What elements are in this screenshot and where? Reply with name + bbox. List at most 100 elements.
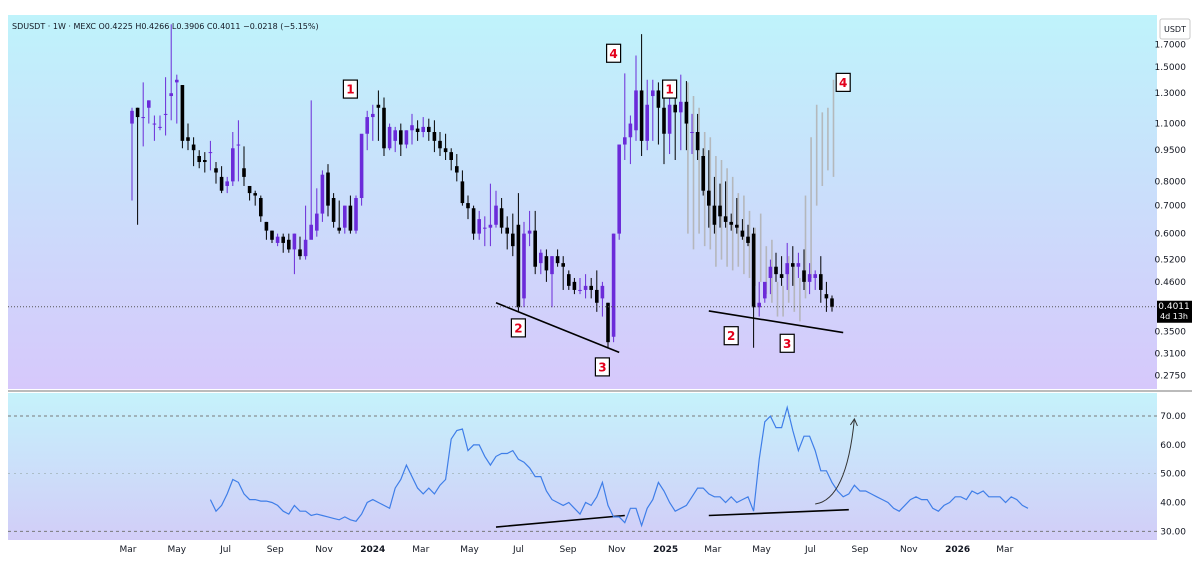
candle-body	[505, 227, 509, 234]
candle-body	[432, 132, 437, 141]
wave-label-box	[605, 43, 622, 63]
candle-body	[253, 193, 257, 196]
candle-body	[371, 113, 375, 118]
candle-body	[393, 130, 397, 141]
candle-body	[667, 104, 672, 134]
candle-body	[684, 101, 689, 124]
candle-body	[723, 216, 728, 222]
time-tick-label: Sep	[267, 545, 284, 555]
wave-label-text: 3	[598, 360, 606, 374]
candle-body	[768, 266, 773, 278]
candle-body	[343, 205, 347, 228]
candle-body	[651, 90, 655, 97]
candle-body	[572, 281, 577, 290]
time-tick-label: Jul	[804, 545, 816, 555]
symbol-header: SDUSDT · 1W · MEXC O0.4225 H0.4266 L0.39…	[12, 22, 319, 31]
time-tick-label: Sep	[560, 545, 577, 555]
rsi-projection-arrow	[815, 418, 855, 505]
candle-body	[774, 266, 778, 275]
price-tick-label: 1.7000	[1155, 41, 1187, 51]
rsi-pane-background[interactable]	[8, 393, 1157, 540]
last-price-label: 0.4011 4d 13h	[8, 300, 1192, 323]
candle-body	[791, 263, 795, 267]
candle-body	[751, 233, 756, 308]
candle-body	[163, 113, 168, 115]
candle-body	[421, 126, 425, 133]
candle-body	[533, 230, 537, 267]
price-axis[interactable]	[1157, 15, 1192, 389]
candle-body	[561, 263, 565, 267]
candle-body	[225, 181, 229, 186]
candle-body	[746, 236, 750, 243]
candle-body	[662, 107, 666, 134]
ohlc-values: O0.4225 H0.4266 L0.3906 C0.4011 −0.0218 …	[99, 22, 319, 31]
candle-body	[707, 190, 711, 206]
candle-body	[180, 85, 185, 141]
price-tick-label: 0.3500	[1155, 327, 1187, 337]
candle-body	[606, 302, 610, 343]
time-tick-label: 2026	[945, 545, 970, 555]
candle-body	[595, 289, 599, 303]
candles	[130, 24, 834, 348]
last-price-value: 0.4011	[1158, 302, 1190, 312]
candle-body	[135, 107, 140, 118]
candle-body	[197, 156, 201, 163]
candle-body	[477, 219, 481, 234]
candle-body	[695, 132, 700, 151]
candle-body	[410, 125, 414, 131]
wave-label-text: 2	[727, 329, 735, 343]
wave-label-text: 4	[839, 76, 847, 90]
time-tick-label: Jul	[219, 545, 231, 555]
candle-body	[292, 233, 297, 250]
time-tick-label: May	[752, 545, 771, 555]
candle-body	[427, 126, 431, 133]
candle-body	[796, 263, 801, 267]
candle-body	[259, 198, 263, 217]
candle-body	[147, 100, 151, 108]
candle-body	[455, 166, 459, 173]
candle-body	[231, 148, 235, 182]
price-pane-background[interactable]	[8, 15, 1157, 389]
rsi-trendline	[708, 508, 849, 517]
candle-body	[449, 152, 453, 160]
candle-body	[623, 137, 627, 145]
price-tick-label: 1.3000	[1155, 89, 1187, 99]
candle-body	[824, 294, 829, 299]
candle-body	[628, 123, 633, 138]
rsi-trendline	[495, 514, 625, 528]
wave-label-text: 1	[665, 83, 673, 97]
candle-body	[555, 256, 560, 264]
candle-body	[611, 233, 616, 337]
candle-body	[399, 130, 403, 145]
rsi-axis[interactable]	[1157, 393, 1192, 540]
candle-body	[382, 107, 386, 149]
rsi-arrow-head	[849, 417, 858, 427]
time-tick-label: May	[167, 545, 186, 555]
price-tick-label: 1.5000	[1155, 63, 1187, 73]
rsi-tick-label: 30.00	[1160, 527, 1186, 537]
candle-body	[494, 205, 498, 225]
time-tick-label: Mar	[412, 545, 429, 555]
currency-box[interactable]	[1159, 18, 1191, 40]
candle-body	[320, 174, 325, 214]
time-axis[interactable]	[8, 540, 1192, 558]
candle-body	[354, 198, 358, 231]
wave-annotations: 1 2 3 4 1 2 3 4	[342, 43, 851, 377]
candle-body	[169, 93, 173, 97]
wave-label-box	[510, 318, 526, 338]
candle-body	[326, 172, 330, 206]
candle-body	[471, 208, 476, 234]
price-tick-label: 0.3100	[1155, 350, 1187, 360]
candle-body	[438, 140, 442, 149]
candle-body	[785, 263, 789, 275]
candle-body	[511, 233, 515, 247]
time-tick-label: Mar	[704, 545, 721, 555]
candle-body	[298, 249, 302, 257]
wave-label-box	[661, 79, 678, 99]
candle-body	[158, 126, 162, 128]
candle-body	[315, 213, 319, 231]
candle-body	[802, 270, 806, 282]
candle-body	[690, 132, 694, 134]
time-tick-label: Mar	[996, 545, 1013, 555]
candle-body	[175, 79, 179, 83]
